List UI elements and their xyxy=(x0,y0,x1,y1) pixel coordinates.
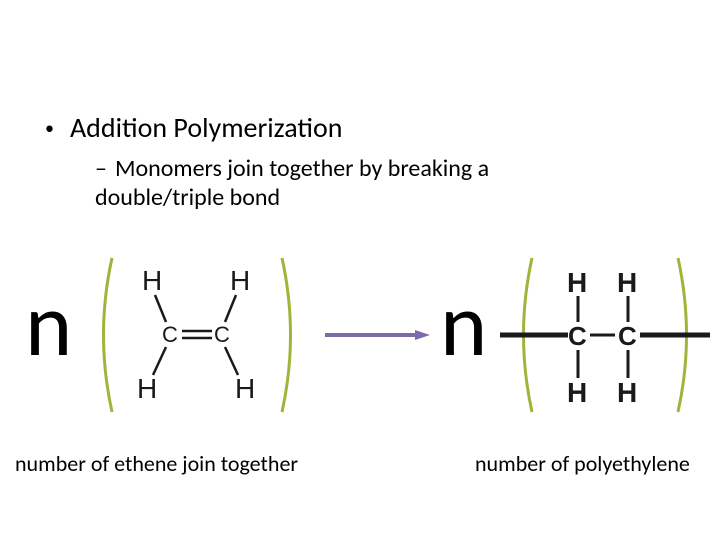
bullet-level-2: –Monomers join together by breaking a do… xyxy=(95,155,595,213)
atom-H: H xyxy=(230,265,250,296)
atom-H: H xyxy=(142,265,162,296)
bullet-2-text: Monomers join together by breaking a dou… xyxy=(95,154,489,212)
bond-line xyxy=(155,295,166,322)
caption-left: number of ethene join together xyxy=(15,450,298,477)
n-coefficient-left: n xyxy=(25,270,72,380)
atom-H: H xyxy=(567,377,587,408)
bullet-dot: • xyxy=(45,117,54,139)
polyethylene-diagram: H H C C H H xyxy=(500,250,710,420)
atom-H: H xyxy=(137,373,157,404)
bond-line xyxy=(153,347,166,375)
n-coefficient-right: n xyxy=(440,270,487,380)
ethene-diagram: H H C C H H xyxy=(90,250,300,420)
paren-left xyxy=(104,258,113,412)
bond-line xyxy=(225,295,236,322)
atom-C: C xyxy=(568,321,587,351)
atom-C: C xyxy=(618,321,637,351)
bond-line xyxy=(225,347,238,375)
caption-right: number of polyethylene xyxy=(475,450,690,477)
reaction-arrow xyxy=(325,330,430,340)
atom-H: H xyxy=(235,373,255,404)
atom-H: H xyxy=(617,267,637,298)
atom-C: C xyxy=(214,322,230,347)
atom-H: H xyxy=(567,267,587,298)
bullet-dash: – xyxy=(95,154,107,183)
atom-H: H xyxy=(617,377,637,408)
paren-right xyxy=(282,258,291,412)
bullet-1-text: Addition Polymerization xyxy=(70,110,343,145)
bullet-level-1: • Addition Polymerization xyxy=(45,110,343,145)
atom-C: C xyxy=(162,322,178,347)
